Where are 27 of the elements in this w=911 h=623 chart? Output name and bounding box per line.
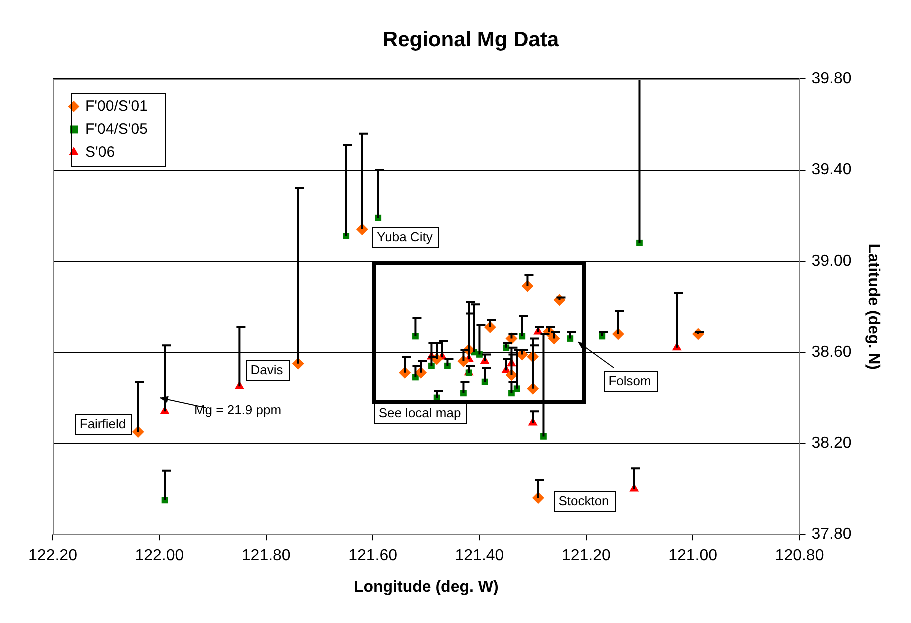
x-tick-label: 121.20 [562, 548, 611, 565]
legend-label: S'06 [86, 144, 116, 161]
legend-label: F'00/S'01 [86, 98, 148, 115]
annotation: Yuba City [377, 230, 434, 245]
x-tick-label: 120.80 [775, 548, 824, 565]
annotation: Folsom [608, 374, 652, 389]
x-axis-title: Longitude (deg. W) [354, 578, 499, 596]
y-tick-label: 38.60 [812, 344, 852, 361]
y-tick-label: 37.80 [812, 526, 852, 544]
y-tick-label: 39.80 [812, 70, 852, 88]
x-tick-label: 121.60 [348, 548, 398, 565]
annotation: Stockton [558, 494, 610, 509]
x-tick-label: 122.00 [135, 548, 184, 565]
annotation: Davis [250, 362, 284, 378]
annotation: Mg = 21.9 ppm [194, 402, 282, 418]
x-tick-label: 121.80 [242, 548, 291, 565]
y-axis-title: Latitude (deg. N) [864, 244, 882, 370]
annotation: See local map [378, 406, 462, 421]
x-tick-label: 121.40 [455, 548, 504, 565]
y-tick-label: 39.00 [812, 252, 852, 270]
y-tick-label: 38.20 [812, 434, 852, 452]
chart-title: Regional Mg Data [382, 28, 560, 52]
y-tick-label: 39.40 [812, 162, 852, 179]
x-tick-label: 122.20 [28, 548, 78, 565]
annotation: Fairfield [80, 416, 126, 432]
legend-label: F'04/S'05 [86, 120, 148, 138]
x-tick-label: 121.00 [668, 548, 718, 565]
